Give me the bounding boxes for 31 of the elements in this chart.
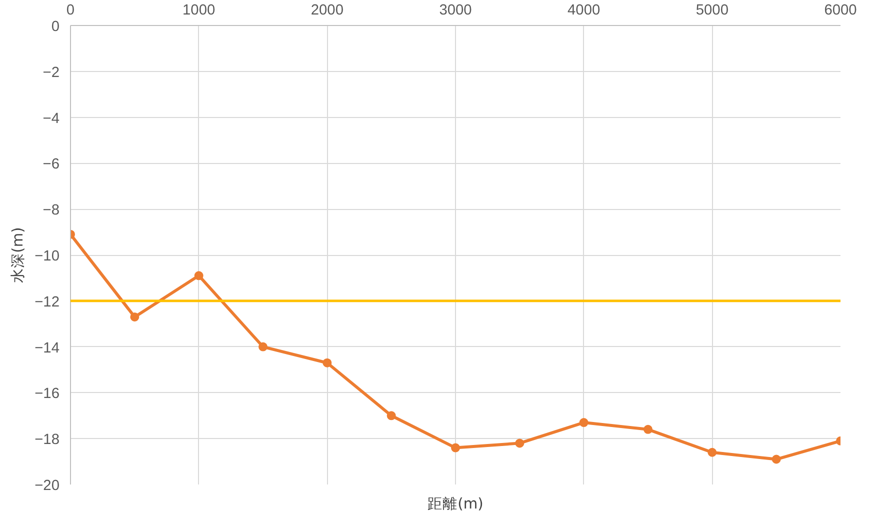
point	[322, 358, 332, 368]
x-axis-title: 距離(m)	[428, 496, 484, 512]
x-tick-label: 6000	[824, 2, 857, 18]
point	[579, 418, 588, 428]
y-tick-label: −18	[34, 432, 60, 448]
x-tick-label: 1000	[182, 2, 216, 18]
x-tick-label: 4000	[568, 2, 600, 18]
point	[708, 448, 717, 457]
point	[130, 312, 140, 322]
y-tick-label: −8	[42, 202, 60, 219]
y-tick-label: −4	[42, 110, 60, 127]
point	[194, 271, 204, 280]
x-tick-label: 2000	[310, 2, 344, 18]
point	[644, 424, 652, 434]
point	[386, 411, 396, 420]
x-tick-label: 0	[66, 2, 75, 18]
y-axis-title: 水深(m)	[10, 227, 27, 283]
y-tick-label: −14	[34, 340, 60, 356]
x-tick-label: 5000	[696, 2, 728, 18]
x-tick-label: 3000	[439, 2, 472, 18]
point	[772, 454, 781, 464]
y-tick-label: −10	[34, 248, 60, 264]
point	[451, 443, 460, 452]
y-tick-label: −20	[34, 478, 60, 494]
y-tick-label: 0	[51, 19, 60, 35]
point	[515, 438, 524, 448]
point	[258, 342, 268, 352]
y-tick-label: −6	[42, 156, 60, 173]
y-tick-label: −12	[34, 294, 60, 310]
y-tick-label: −16	[34, 386, 60, 402]
y-tick-label: −2	[42, 64, 60, 81]
